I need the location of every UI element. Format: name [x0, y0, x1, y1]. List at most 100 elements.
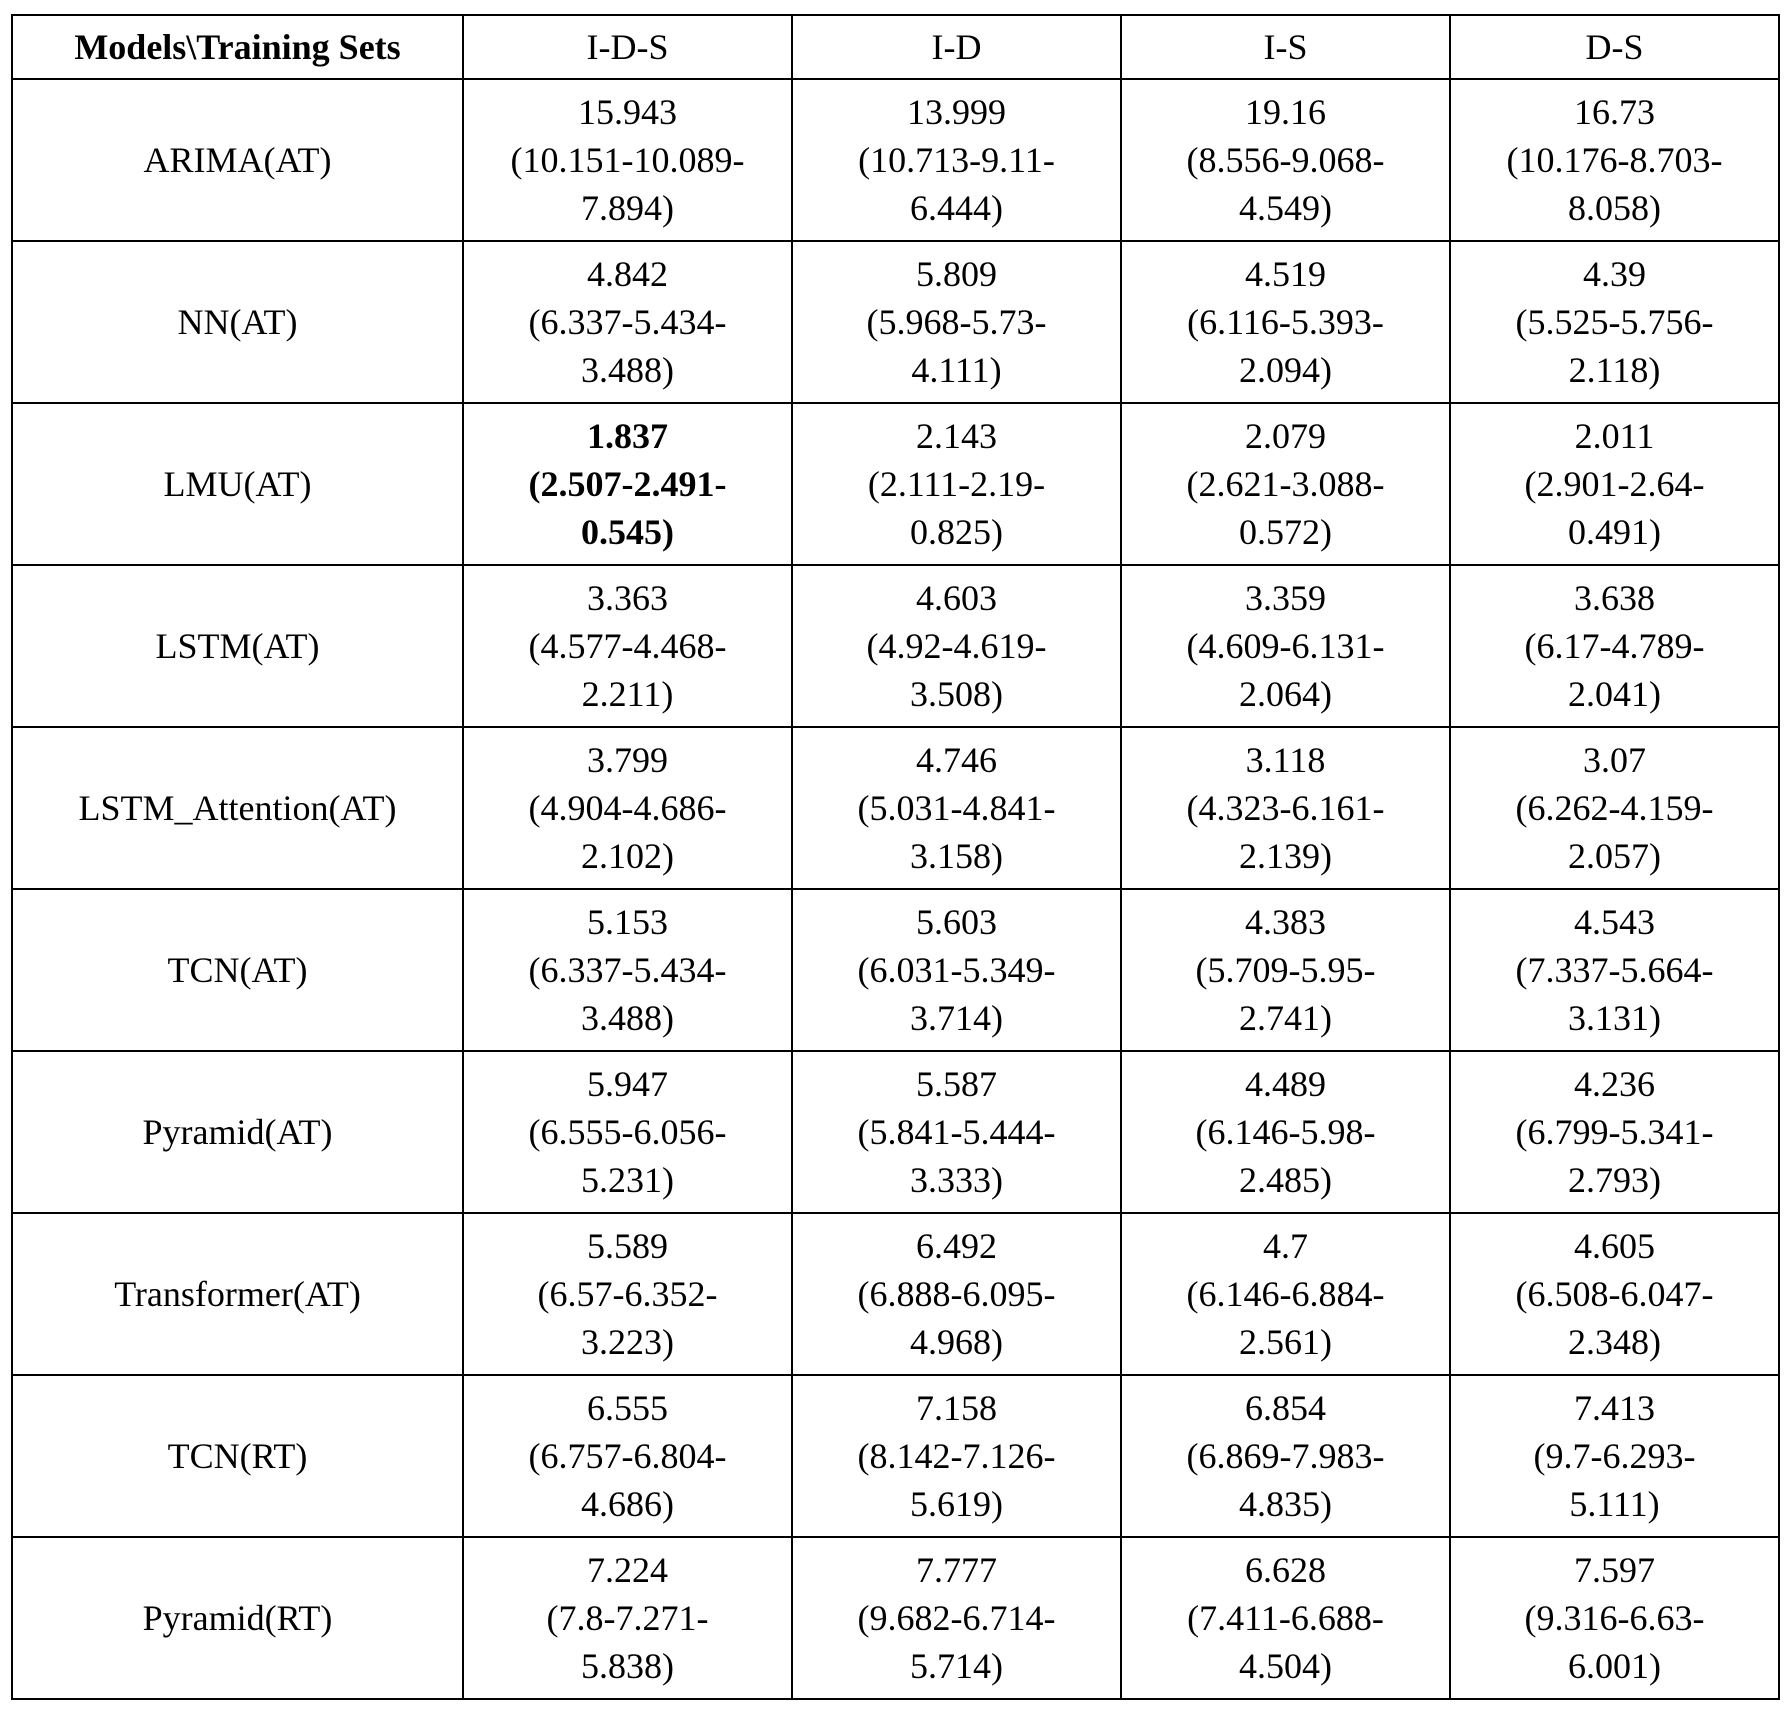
table-row: NN(AT)4.842(6.337-5.434-3.488)5.809(5.96… [12, 241, 1779, 403]
value-line: 0.491) [1455, 508, 1774, 556]
value-line: 4.746 [797, 736, 1116, 784]
model-name: LMU(AT) [12, 403, 463, 565]
value-cell: 4.605(6.508-6.047-2.348) [1450, 1213, 1779, 1375]
value-line: 4.968) [797, 1318, 1116, 1366]
value-line: (2.621-3.088- [1126, 460, 1445, 508]
value-line: (5.968-5.73- [797, 298, 1116, 346]
value-line: 4.543 [1455, 898, 1774, 946]
value-line: 4.519 [1126, 250, 1445, 298]
value-line: (7.8-7.271- [468, 1594, 787, 1642]
value-line: (9.316-6.63- [1455, 1594, 1774, 1642]
model-name: TCN(RT) [12, 1375, 463, 1537]
value-cell: 3.638(6.17-4.789-2.041) [1450, 565, 1779, 727]
table-row: LSTM_Attention(AT)3.799(4.904-4.686-2.10… [12, 727, 1779, 889]
value-line: (7.411-6.688- [1126, 1594, 1445, 1642]
value-line: (5.841-5.444- [797, 1108, 1116, 1156]
value-cell: 4.7(6.146-6.884-2.561) [1121, 1213, 1450, 1375]
value-line: (6.337-5.434- [468, 298, 787, 346]
value-line: 2.485) [1126, 1156, 1445, 1204]
value-line: 4.383 [1126, 898, 1445, 946]
value-cell: 16.73(10.176-8.703-8.058) [1450, 79, 1779, 241]
table-row: ARIMA(AT)15.943(10.151-10.089-7.894)13.9… [12, 79, 1779, 241]
value-line: (4.609-6.131- [1126, 622, 1445, 670]
value-line: (9.682-6.714- [797, 1594, 1116, 1642]
value-line: 3.488) [468, 346, 787, 394]
header-cell: D-S [1450, 15, 1779, 79]
value-line: (10.176-8.703- [1455, 136, 1774, 184]
value-line: 7.158 [797, 1384, 1116, 1432]
value-line: 7.224 [468, 1546, 787, 1594]
value-cell: 4.383(5.709-5.95-2.741) [1121, 889, 1450, 1051]
value-line: 4.111) [797, 346, 1116, 394]
value-cell: 7.413(9.7-6.293-5.111) [1450, 1375, 1779, 1537]
value-line: (10.713-9.11- [797, 136, 1116, 184]
value-cell: 5.947(6.555-6.056-5.231) [463, 1051, 792, 1213]
value-line: 5.153 [468, 898, 787, 946]
value-line: 2.041) [1455, 670, 1774, 718]
value-line: 2.064) [1126, 670, 1445, 718]
table-row: Pyramid(RT)7.224(7.8-7.271-5.838)7.777(9… [12, 1537, 1779, 1699]
value-line: 3.799 [468, 736, 787, 784]
value-line: 0.825) [797, 508, 1116, 556]
value-line: 4.603 [797, 574, 1116, 622]
value-line: 2.139) [1126, 832, 1445, 880]
model-name: Transformer(AT) [12, 1213, 463, 1375]
value-line: 8.058) [1455, 184, 1774, 232]
model-name: LSTM_Attention(AT) [12, 727, 463, 889]
value-line: (4.323-6.161- [1126, 784, 1445, 832]
value-line: (6.262-4.159- [1455, 784, 1774, 832]
value-cell: 6.628(7.411-6.688-4.504) [1121, 1537, 1450, 1699]
value-line: 5.619) [797, 1480, 1116, 1528]
table-row: TCN(AT)5.153(6.337-5.434-3.488)5.603(6.0… [12, 889, 1779, 1051]
value-cell: 3.799(4.904-4.686-2.102) [463, 727, 792, 889]
value-cell: 5.603(6.031-5.349-3.714) [792, 889, 1121, 1051]
results-table: Models\Training SetsI-D-SI-DI-SD-S ARIMA… [11, 14, 1780, 1700]
header-row: Models\Training SetsI-D-SI-DI-SD-S [12, 15, 1779, 79]
value-line: 2.741) [1126, 994, 1445, 1042]
value-line: 3.488) [468, 994, 787, 1042]
value-line: 3.363 [468, 574, 787, 622]
value-cell: 2.143(2.111-2.19-0.825) [792, 403, 1121, 565]
value-cell: 7.777(9.682-6.714-5.714) [792, 1537, 1121, 1699]
value-line: (6.888-6.095- [797, 1270, 1116, 1318]
value-line: (6.146-6.884- [1126, 1270, 1445, 1318]
value-cell: 6.555(6.757-6.804-4.686) [463, 1375, 792, 1537]
value-line: 15.943 [468, 88, 787, 136]
value-line: 13.999 [797, 88, 1116, 136]
value-line: 5.603 [797, 898, 1116, 946]
table-row: TCN(RT)6.555(6.757-6.804-4.686)7.158(8.1… [12, 1375, 1779, 1537]
value-line: 6.001) [1455, 1642, 1774, 1690]
value-line: (6.555-6.056- [468, 1108, 787, 1156]
value-cell: 4.543(7.337-5.664-3.131) [1450, 889, 1779, 1051]
value-line: 2.561) [1126, 1318, 1445, 1366]
value-line: 6.444) [797, 184, 1116, 232]
value-line: 3.223) [468, 1318, 787, 1366]
value-line: 3.07 [1455, 736, 1774, 784]
value-cell: 3.359(4.609-6.131-2.064) [1121, 565, 1450, 727]
value-line: 5.714) [797, 1642, 1116, 1690]
value-line: 4.504) [1126, 1642, 1445, 1690]
header-cell: I-S [1121, 15, 1450, 79]
table-row: LMU(AT)1.837(2.507-2.491-0.545)2.143(2.1… [12, 403, 1779, 565]
value-line: 0.572) [1126, 508, 1445, 556]
value-line: 6.492 [797, 1222, 1116, 1270]
value-line: 5.587 [797, 1060, 1116, 1108]
value-line: (7.337-5.664- [1455, 946, 1774, 994]
value-line: 2.143 [797, 412, 1116, 460]
value-line: 6.854 [1126, 1384, 1445, 1432]
value-line: (6.337-5.434- [468, 946, 787, 994]
value-line: 6.555 [468, 1384, 787, 1432]
value-line: 3.508) [797, 670, 1116, 718]
value-line: 16.73 [1455, 88, 1774, 136]
value-cell: 4.842(6.337-5.434-3.488) [463, 241, 792, 403]
value-cell: 2.011(2.901-2.64-0.491) [1450, 403, 1779, 565]
value-line: 2.011 [1455, 412, 1774, 460]
model-name: ARIMA(AT) [12, 79, 463, 241]
value-cell: 19.16(8.556-9.068-4.549) [1121, 79, 1450, 241]
value-line: 2.079 [1126, 412, 1445, 460]
value-cell: 7.597(9.316-6.63-6.001) [1450, 1537, 1779, 1699]
value-line: 4.835) [1126, 1480, 1445, 1528]
value-line: (6.17-4.789- [1455, 622, 1774, 670]
value-cell: 5.587(5.841-5.444-3.333) [792, 1051, 1121, 1213]
